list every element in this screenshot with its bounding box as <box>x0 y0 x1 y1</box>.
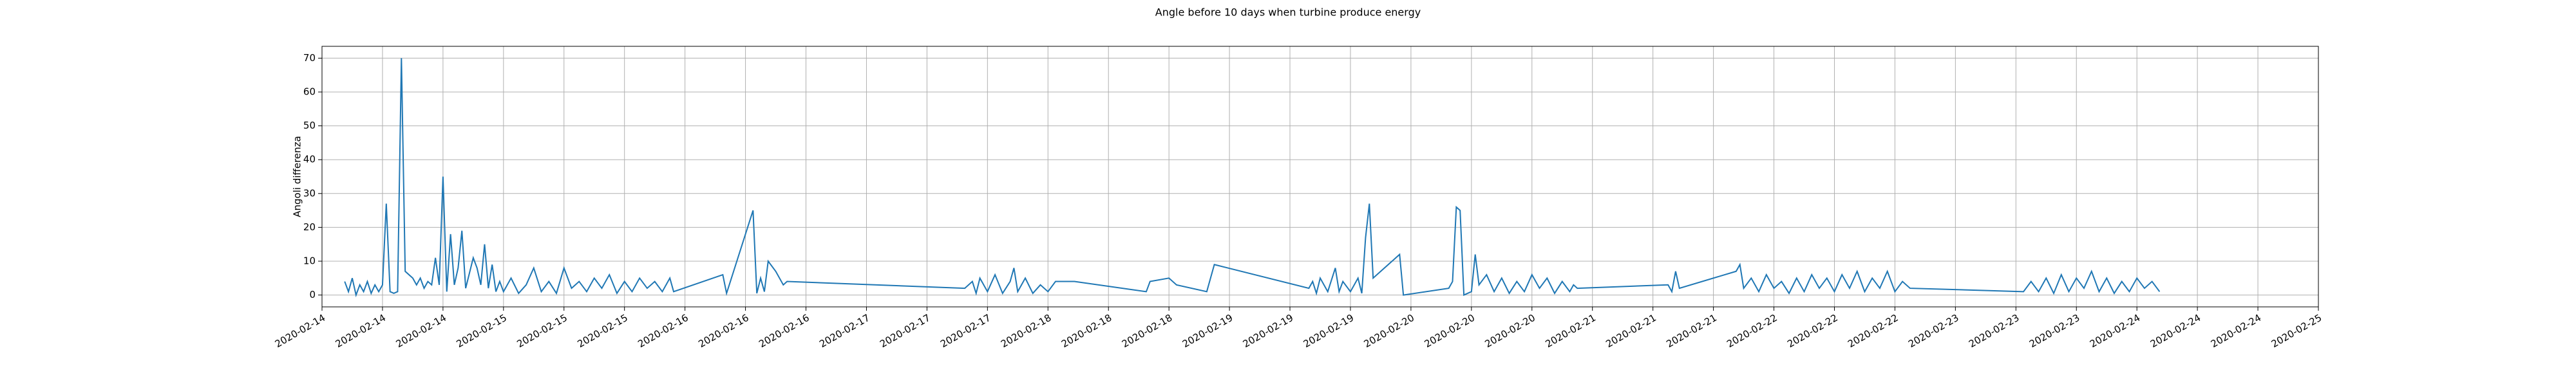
x-tick-label: 2020-02-18 <box>999 312 1054 350</box>
chart-title: Angle before 10 days when turbine produc… <box>1155 6 1421 19</box>
x-tick-label: 2020-02-20 <box>1423 312 1477 350</box>
y-tick-label: 30 <box>303 187 316 199</box>
x-tick-label: 2020-02-23 <box>1967 312 2022 350</box>
x-tick-label: 2020-02-24 <box>2148 312 2203 350</box>
x-tick-label: 2020-02-21 <box>1543 312 1598 350</box>
x-tick-label: 2020-02-15 <box>455 312 509 350</box>
x-tick-label: 2020-02-18 <box>1120 312 1175 350</box>
x-tick-label: 2020-02-18 <box>1059 312 1114 350</box>
x-tick-label: 2020-02-22 <box>1846 312 1900 350</box>
x-tick-label: 2020-02-25 <box>2269 312 2324 350</box>
x-tick-label: 2020-02-19 <box>1180 312 1235 350</box>
y-tick-label: 50 <box>303 120 316 131</box>
x-tick-label: 2020-02-14 <box>394 312 449 350</box>
x-tick-label: 2020-02-20 <box>1362 312 1417 350</box>
x-tick-label: 2020-02-24 <box>2088 312 2143 350</box>
y-tick-label: 40 <box>303 154 316 165</box>
x-tick-label: 2020-02-20 <box>1483 312 1538 350</box>
x-tick-label: 2020-02-17 <box>817 312 872 350</box>
y-tick-label: 0 <box>309 289 316 300</box>
y-tick-label: 10 <box>303 255 316 266</box>
x-tick-label: 2020-02-17 <box>878 312 933 350</box>
y-axis-label: Angoli differenza <box>292 136 303 217</box>
x-tick-label: 2020-02-16 <box>757 312 811 350</box>
y-tick-label: 20 <box>303 221 316 233</box>
x-tick-label: 2020-02-16 <box>636 312 690 350</box>
x-tick-label: 2020-02-14 <box>334 312 388 350</box>
x-tick-label: 2020-02-23 <box>2027 312 2082 350</box>
x-tick-label: 2020-02-19 <box>1302 312 1356 350</box>
x-tick-label: 2020-02-15 <box>575 312 630 350</box>
x-tick-label: 2020-02-24 <box>2209 312 2264 350</box>
x-tick-label: 2020-02-17 <box>938 312 993 350</box>
x-tick-label: 2020-02-22 <box>1785 312 1840 350</box>
y-tick-label: 70 <box>303 52 316 64</box>
x-tick-label: 2020-02-22 <box>1725 312 1779 350</box>
y-tick-label: 60 <box>303 86 316 98</box>
x-tick-label: 2020-02-21 <box>1664 312 1719 350</box>
line <box>344 58 2161 298</box>
x-tick-label: 2020-02-15 <box>515 312 570 350</box>
x-tick-label: 2020-02-23 <box>1906 312 1961 350</box>
x-tick-label: 2020-02-21 <box>1604 312 1658 350</box>
plot-frame <box>321 46 2319 308</box>
x-tick-label: 2020-02-19 <box>1241 312 1296 350</box>
x-tick-label: 2020-02-14 <box>273 312 328 350</box>
x-tick-label: 2020-02-16 <box>696 312 751 350</box>
